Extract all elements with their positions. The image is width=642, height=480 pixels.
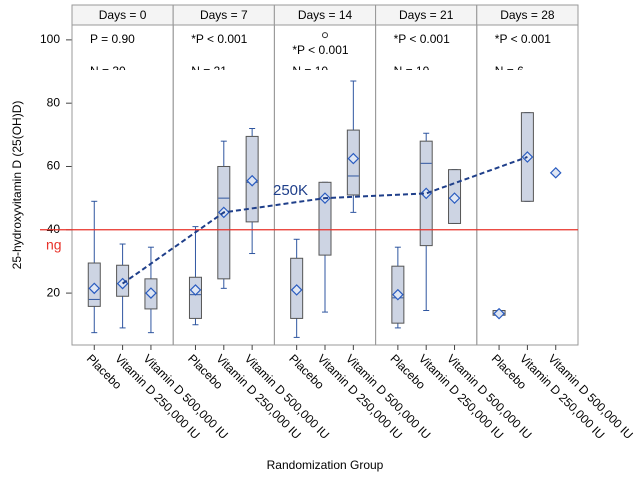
mean-line-label: 250K — [273, 182, 308, 199]
panel-title: Days = 21 — [399, 8, 454, 22]
mean-marker — [145, 287, 157, 299]
mean-marker — [392, 288, 404, 301]
y-tick-label: 100 — [40, 32, 60, 46]
mean-marker — [88, 282, 101, 295]
panel-header — [476, 4, 579, 26]
n-label-cover — [86, 70, 146, 80]
p-value: P = 0.90 — [90, 32, 135, 46]
mean-marker — [189, 284, 202, 296]
p-value: *P < 0.001 — [292, 43, 348, 57]
panel-title: Days = 28 — [500, 8, 555, 22]
y-tick-label: 40 — [47, 222, 61, 236]
mean-line — [122, 156, 528, 285]
box — [188, 276, 202, 319]
mean-marker — [347, 152, 360, 165]
mean-marker — [521, 151, 534, 163]
p-value: *P < 0.001 — [191, 32, 247, 46]
panel-title: Days = 14 — [298, 8, 353, 22]
y-axis-label: 25-hydroxyvitamin D (25(OH)D) — [10, 101, 24, 270]
mean-marker — [493, 307, 505, 320]
reference-label: ng — [46, 236, 62, 252]
n-label-cover — [288, 70, 349, 80]
y-tick-label: 80 — [47, 95, 61, 109]
x-axis-label: Randomization Group — [267, 458, 384, 472]
mean-marker — [246, 174, 258, 187]
p-value: *P < 0.001 — [394, 32, 450, 46]
mean-marker — [290, 284, 303, 296]
box — [217, 165, 231, 280]
panel-title: Days = 7 — [200, 8, 248, 22]
n-label-cover — [187, 70, 248, 80]
panel-title: Days = 0 — [99, 8, 147, 22]
n-label-cover — [490, 70, 551, 80]
outlier — [322, 32, 328, 39]
mean-marker — [448, 192, 461, 204]
y-tick-label: 60 — [47, 159, 61, 173]
n-label-cover — [389, 70, 450, 80]
mean-marker — [549, 166, 562, 179]
y-tick-label: 20 — [47, 285, 61, 299]
p-value: *P < 0.001 — [495, 32, 551, 46]
